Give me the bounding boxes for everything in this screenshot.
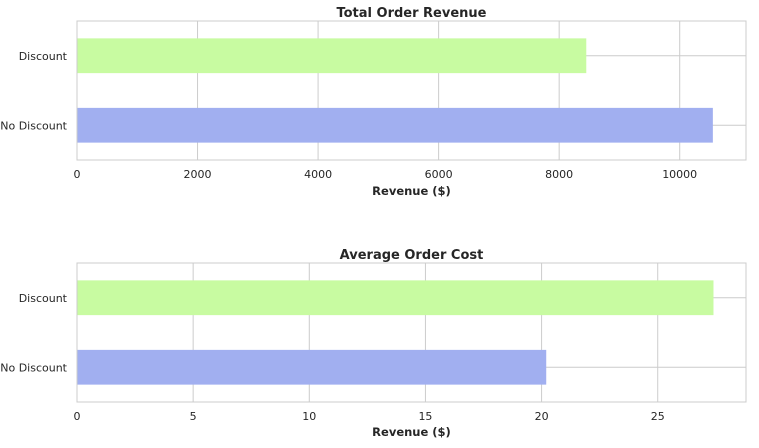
- x-tick-label: 5: [190, 410, 197, 423]
- x-tick-label: 10000: [662, 168, 697, 181]
- x-tick-label: 6000: [425, 168, 453, 181]
- x-tick-label: 4000: [304, 168, 332, 181]
- chart-panel-2: No Discount Discount 0 5 10 15 20 25 Average Ord…: [0, 248, 747, 439]
- plot-frame: [76, 20, 747, 161]
- chart-title: Total Order Revenue: [336, 6, 486, 21]
- x-tick-label: 8000: [545, 168, 573, 181]
- y-tick-label: Discount: [19, 50, 68, 63]
- bar-no-discount: [77, 349, 547, 385]
- x-tick-label: 15: [418, 410, 432, 423]
- x-tick-label: 25: [651, 410, 665, 423]
- x-tick-label: 0: [74, 410, 81, 423]
- chart-title: Average Order Cost: [340, 248, 484, 263]
- x-tick-label: 2000: [184, 168, 212, 181]
- y-tick-label: No Discount: [0, 361, 67, 374]
- x-tick-label: 20: [535, 410, 549, 423]
- bar-no-discount: [77, 107, 713, 143]
- y-tick-label: Discount: [19, 292, 68, 305]
- chart-panel-1: No Discount Discount 0 2000 4000 6000 8000 1000…: [0, 6, 747, 198]
- x-axis-label: Revenue ($): [372, 425, 451, 439]
- plot-frame: [76, 262, 747, 403]
- bar-discount: [77, 38, 587, 74]
- x-axis-label: Revenue ($): [372, 184, 451, 198]
- y-tick-label: No Discount: [0, 119, 67, 132]
- x-tick-label: 0: [74, 168, 81, 181]
- x-tick-label: 10: [302, 410, 316, 423]
- bar-discount: [77, 280, 714, 316]
